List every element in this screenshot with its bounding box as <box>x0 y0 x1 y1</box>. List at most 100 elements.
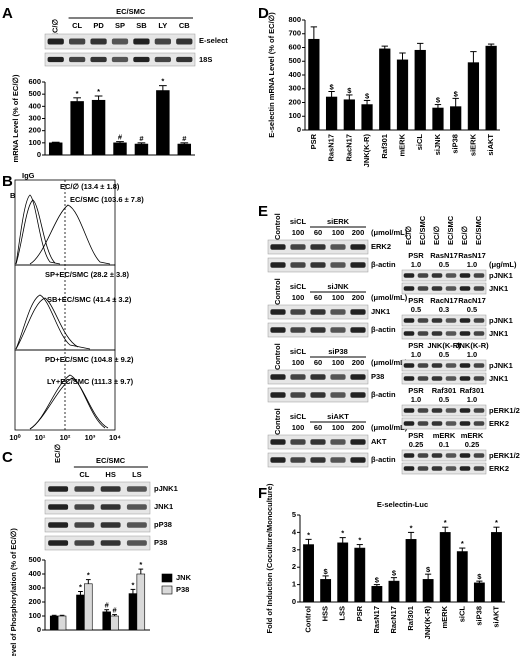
lane-label: siCL <box>290 412 307 421</box>
x-tick-label: RacN17 <box>344 134 353 162</box>
legend-label: P38 <box>176 585 189 594</box>
annotation: $ <box>365 91 370 100</box>
blot-band <box>401 314 487 327</box>
lane-label: SB <box>136 21 147 30</box>
x-tick-label: 10³ <box>85 433 96 442</box>
bar <box>320 579 332 603</box>
blot-lane <box>270 244 286 250</box>
x-tick-label: RasN17 <box>327 134 336 162</box>
x-tick-label: siJNK <box>433 133 442 155</box>
x-tick-label: PSR <box>355 605 364 621</box>
blot-lane <box>403 331 415 336</box>
blot-lane <box>74 522 95 528</box>
y-tick-label: 300 <box>28 583 41 592</box>
blot-lane <box>154 56 171 63</box>
band-label: AKT <box>371 437 387 446</box>
bar <box>70 101 84 156</box>
annotation: * <box>139 560 142 569</box>
y-tick-label: 400 <box>28 569 41 578</box>
blot-lane <box>473 273 485 278</box>
blot-lane <box>350 262 366 268</box>
dose-label: 200 <box>352 228 365 237</box>
dose-label: 100 <box>332 293 345 302</box>
dose-label: 0.5 <box>439 260 449 269</box>
bar <box>156 90 170 156</box>
band-label: β-actin <box>371 260 396 269</box>
panel-letter: F <box>258 485 267 502</box>
annotation: # <box>139 134 144 143</box>
bar <box>84 583 93 631</box>
blot-lane <box>310 457 326 463</box>
band-label: JNK1 <box>154 502 173 511</box>
blot-band <box>44 499 151 515</box>
blot-lane <box>431 273 443 278</box>
y-tick-label: 600 <box>288 42 301 51</box>
blot-lane <box>417 318 429 323</box>
annotation: * <box>76 89 79 98</box>
blot-lane <box>350 457 366 463</box>
blot-lane <box>69 38 86 45</box>
bar <box>422 579 434 603</box>
blot-band <box>44 535 151 551</box>
blot-lane <box>310 392 326 398</box>
y-axis-label: Fold of Induction (Coculture/Monoculture… <box>265 483 274 633</box>
dose-label: 60 <box>314 228 322 237</box>
group-label: Raf301 <box>460 386 485 395</box>
unit-label: (μmol/mL) <box>371 358 408 367</box>
blot-lane <box>69 56 86 63</box>
group-label: RasN17 <box>458 251 486 260</box>
blot-lane <box>403 421 415 426</box>
blot-lane <box>431 408 443 413</box>
blot-lane <box>100 504 121 510</box>
lane-label: siCL <box>290 282 307 291</box>
blot-lane <box>431 363 443 368</box>
blot-lane <box>47 38 64 45</box>
blot-lane <box>459 286 471 291</box>
blot-lane <box>270 262 286 268</box>
blot-lane <box>403 466 415 471</box>
y-tick-label: 4 <box>292 527 297 536</box>
bar <box>57 615 67 631</box>
blot-lane <box>431 331 443 336</box>
blot-lane <box>445 363 457 368</box>
band-label: pERK1/2 <box>489 451 520 460</box>
y-axis-label: Level of Phosphorylation (% of EC/∅) <box>9 528 18 656</box>
blot-lane <box>270 457 286 463</box>
blot-lane <box>270 392 286 398</box>
dose-label: 1.0 <box>467 260 477 269</box>
unit-label: (μmol/mL) <box>371 293 408 302</box>
band-label: pJNK1 <box>489 361 513 370</box>
annotation: * <box>461 539 464 548</box>
bar <box>467 62 480 131</box>
blot-lane <box>176 56 193 63</box>
blot-lane <box>473 421 485 426</box>
y-tick-label: 200 <box>28 126 41 135</box>
x-tick-label: 10⁰ <box>9 433 21 442</box>
blot-band <box>401 462 487 475</box>
group-label: JNK(K-R) <box>427 341 461 350</box>
dose-label: 1.0 <box>467 395 477 404</box>
group-label: PSR <box>408 341 424 350</box>
blot-lane <box>290 262 306 268</box>
bar <box>432 107 444 131</box>
lane-label: EC/∅ <box>53 443 62 463</box>
dose-label: 60 <box>314 293 322 302</box>
blot-lane <box>270 439 286 445</box>
blot-lane <box>403 408 415 413</box>
blot-lane <box>445 331 457 336</box>
annotation: $ <box>375 576 380 585</box>
dose-label: 0.5 <box>411 305 421 314</box>
blot-lane <box>445 286 457 291</box>
blot-lane <box>431 318 443 323</box>
dose-label: 1.0 <box>411 350 421 359</box>
y-tick-label: 500 <box>28 89 41 98</box>
lane-label: EC/∅ <box>404 225 413 245</box>
y-tick-label: 100 <box>28 138 41 147</box>
blot-lane <box>350 327 366 333</box>
blot-lane <box>350 244 366 250</box>
y-tick-label: 100 <box>28 611 41 620</box>
band-label: JNK1 <box>371 307 390 316</box>
blot-lane <box>100 522 121 528</box>
x-tick-label: siAKT <box>486 134 495 156</box>
band-label: β-actin <box>371 390 396 399</box>
